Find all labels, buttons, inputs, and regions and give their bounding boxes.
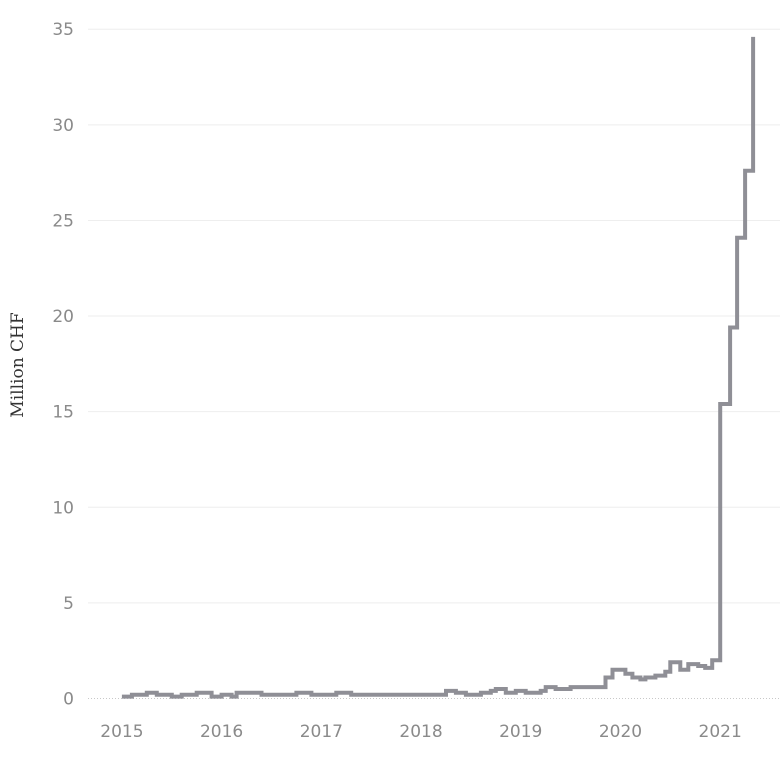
y-tick-label: 30: [52, 116, 74, 136]
series-layer: [121, 36, 756, 699]
y-tick-label: 15: [52, 403, 74, 423]
y-tick-label: 5: [63, 594, 74, 614]
x-tick-label: 2020: [599, 722, 642, 742]
y-tick-label: 10: [52, 498, 74, 518]
x-tick-label: 2018: [399, 722, 442, 742]
x-tick-label: 2016: [200, 722, 243, 742]
gridlines: [88, 28, 780, 700]
y-axis-ticks: 0 5 10 15 20 25 30 35: [52, 20, 74, 709]
x-tick-label: 2017: [300, 722, 343, 742]
x-tick-label: 2015: [100, 722, 143, 742]
y-tick-label: 0: [63, 690, 74, 710]
y-tick-label: 35: [52, 20, 74, 40]
x-tick-label: 2021: [699, 722, 742, 742]
x-tick-label: 2019: [499, 722, 542, 742]
y-tick-label: 20: [52, 307, 74, 327]
x-axis-ticks: 2015 2016 2017 2018 2019 2020 2021: [100, 722, 742, 742]
series-line: [121, 36, 756, 699]
y-axis-label: Million CHF: [8, 312, 28, 418]
y-tick-label: 25: [52, 211, 74, 231]
